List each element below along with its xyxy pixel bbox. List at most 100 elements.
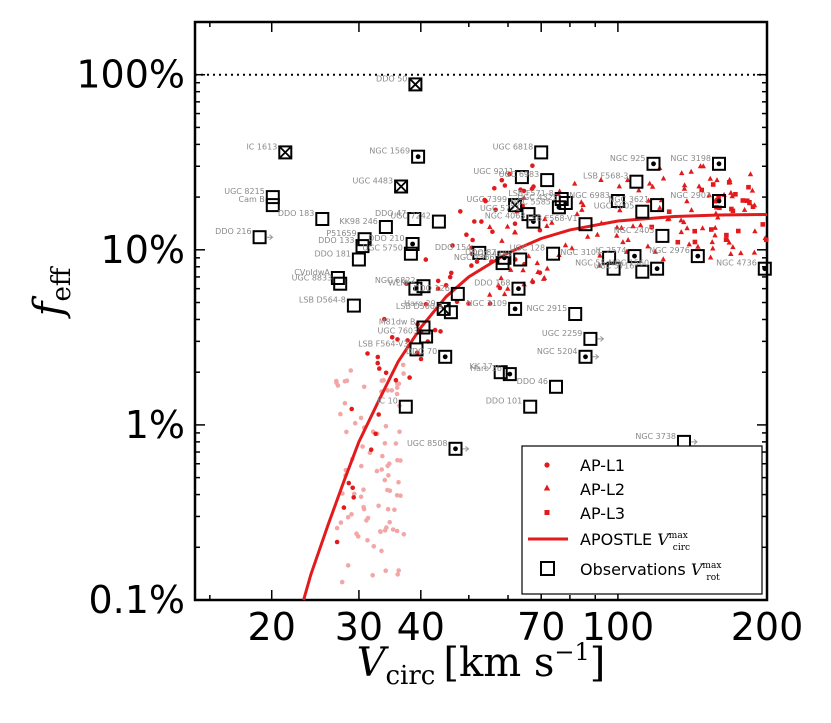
observation-square: [646, 156, 661, 171]
observation-marker: DDO 126: [413, 284, 465, 301]
sim-point: [382, 477, 388, 483]
observation-label: UGC 5005: [594, 202, 635, 211]
sim-point: [666, 209, 672, 214]
sim-point: [386, 473, 391, 478]
observation-marker: IC 2574: [596, 246, 642, 264]
sim-point: [535, 269, 541, 274]
sim-point: [487, 224, 493, 229]
observation-square: [549, 379, 563, 394]
sim-point: [335, 383, 341, 388]
sim-point: [707, 175, 713, 181]
sim-point: [681, 219, 687, 225]
sim-point: [521, 194, 527, 200]
sim-point: [401, 371, 406, 376]
sim-point: [507, 171, 512, 177]
observation-square: [521, 207, 536, 222]
observation-square: [346, 298, 361, 313]
observation-square: [416, 320, 431, 335]
sim-point: [418, 356, 424, 362]
sim-point: [375, 360, 381, 366]
observation-label: IC 2574: [596, 246, 627, 255]
observation-marker: NGC 55: [575, 259, 621, 276]
sim-point: [395, 337, 400, 342]
sim-point: [376, 412, 382, 417]
observation-label: NGC 3621: [608, 195, 649, 204]
sim-point: [483, 198, 488, 204]
sim-point: [392, 507, 397, 513]
sim-point: [749, 187, 756, 193]
sim-point: [360, 444, 365, 449]
sim-point: [726, 180, 732, 185]
observation-square: [278, 145, 293, 160]
sim-point: [359, 463, 364, 469]
sim-point: [723, 237, 729, 242]
sim-point: [530, 163, 535, 168]
sim-point: [365, 351, 370, 356]
sim-point: [474, 259, 480, 264]
sim-point: [423, 257, 429, 262]
sim-point: [614, 232, 620, 238]
sim-point: [707, 254, 714, 260]
observation-square: [627, 249, 642, 264]
observation-label: DDO 126: [413, 284, 449, 293]
observation-square: [355, 239, 370, 254]
sim-point: [394, 385, 400, 390]
sim-point: [350, 485, 356, 491]
observation-dot: [507, 371, 513, 377]
sim-point: [630, 223, 636, 229]
observation-label: NGC 2976: [649, 246, 690, 255]
sim-point: [652, 248, 658, 254]
observation-label: Haro 29: [404, 299, 436, 308]
observation-marker: DDO 168: [474, 279, 526, 296]
observation-square: [408, 77, 423, 92]
sim-point: [487, 291, 493, 297]
y-tick-label: 100%: [76, 53, 185, 97]
sim-point: [714, 177, 720, 183]
sim-point: [649, 224, 654, 230]
sim-point: [502, 183, 508, 188]
observation-label: NGC 925: [610, 154, 646, 163]
sim-point: [385, 487, 390, 493]
sim-point: [617, 207, 623, 213]
observation-dot: [654, 266, 660, 272]
observation-label: NGC 55: [575, 259, 606, 268]
sim-point: [578, 199, 584, 205]
sim-point: [447, 274, 453, 280]
observation-label: NGC 1569: [369, 147, 410, 156]
sim-point: [334, 539, 340, 545]
legend-label-ap-l1: AP-L1: [580, 456, 625, 475]
observation-label: CVnIdwA: [294, 268, 330, 277]
sim-point: [501, 291, 508, 297]
observation-square: [629, 174, 644, 189]
observation-square: [411, 149, 426, 164]
observation-label: NGC 3107: [560, 248, 601, 257]
sim-point: [394, 391, 400, 397]
sim-point: [529, 186, 535, 192]
legend-label-apostle: APOSTLE Vmax circ: [580, 530, 690, 553]
observation-marker: UGC 5716: [594, 262, 650, 279]
sim-point: [385, 388, 391, 393]
sim-point: [746, 184, 751, 190]
observation-cross: [409, 78, 422, 91]
sim-point: [351, 495, 357, 500]
observation-square: [712, 156, 726, 171]
sim-point: [569, 245, 575, 251]
sim-point: [665, 216, 671, 222]
observation-square: [495, 256, 510, 271]
sim-point: [342, 379, 348, 384]
sim-point: [396, 480, 401, 485]
observation-marker: IC 10: [377, 397, 413, 414]
observation-square: [635, 204, 650, 219]
observation-label: KK 17: [469, 362, 492, 371]
observation-label: IC 1613: [246, 142, 277, 151]
sim-point: [544, 223, 550, 228]
observation-square: [265, 198, 280, 213]
sim-point: [383, 568, 389, 573]
observation-square: [690, 249, 705, 264]
sim-point: [361, 384, 367, 390]
observation-dot: [516, 286, 521, 292]
sim-point: [715, 214, 721, 220]
observation-marker: NGC 1560: [608, 259, 665, 276]
observation-square: [378, 220, 393, 234]
sim-point: [348, 368, 354, 373]
